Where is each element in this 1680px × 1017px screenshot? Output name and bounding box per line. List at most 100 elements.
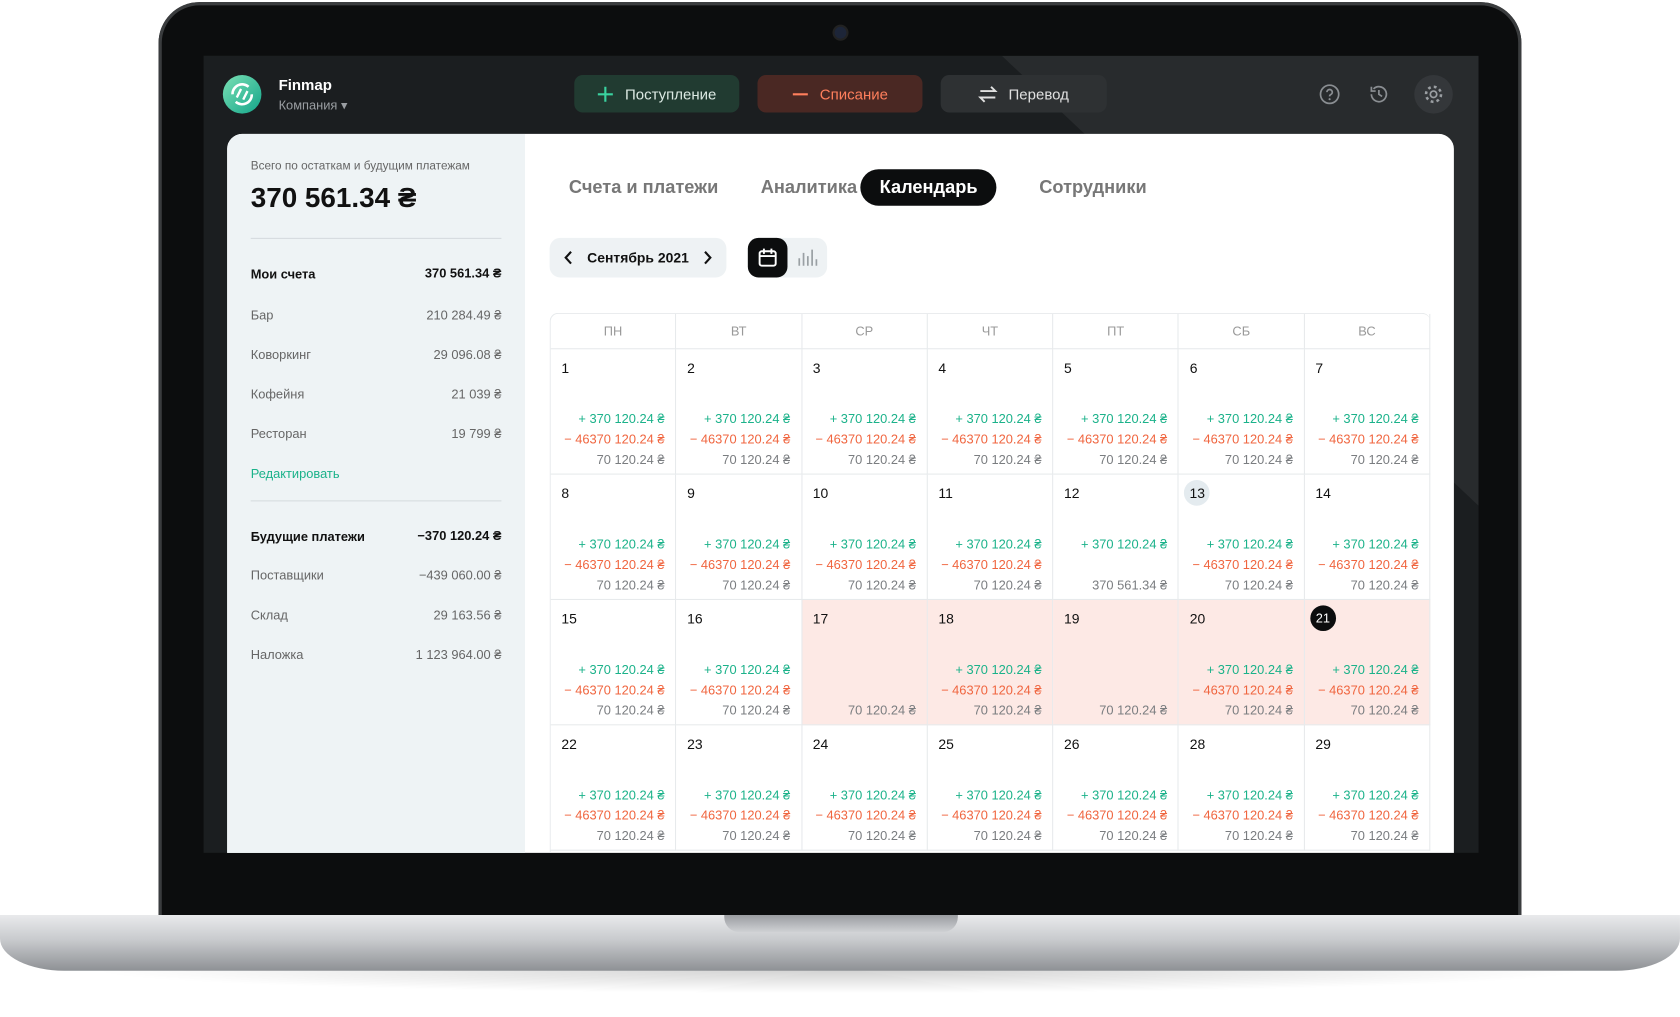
- day-cell[interactable]: 26 + 370 120.24 ₴ − 46370 120.24 ₴ 70 120.2…: [1053, 725, 1179, 851]
- day-cell[interactable]: 14 + 370 120.24 ₴ − 46370 120.24 ₴ 70 120.2…: [1304, 474, 1431, 600]
- day-cell[interactable]: 18 + 370 120.24 ₴ − 46370 120.24 ₴ 70 120.2…: [927, 599, 1054, 726]
- day-cell[interactable]: 13 + 370 120.24 ₴ − 46370 120.24 ₴ 70 120.2…: [1178, 474, 1305, 600]
- account-amount: 19 799 ₴: [451, 426, 502, 442]
- expense: − 46370 120.24 ₴: [1318, 431, 1419, 447]
- day-number: 5: [1064, 359, 1072, 377]
- company[interactable]: Компания ▾: [278, 97, 348, 113]
- day-cell[interactable]: 24 + 370 120.24 ₴ − 46370 120.24 ₴ 70 120.2…: [802, 725, 928, 851]
- day-cell[interactable]: 15 + 370 120.24 ₴ − 46370 120.24 ₴ 70 120.2…: [550, 599, 677, 726]
- day-cell[interactable]: 16 + 370 120.24 ₴ − 46370 120.24 ₴ 70 120.2…: [676, 599, 803, 726]
- account-amount: 210 284.49 ₴: [426, 307, 502, 323]
- day-cell[interactable]: 8 + 370 120.24 ₴ − 46370 120.24 ₴ 70 120.24…: [550, 474, 677, 600]
- day-cell[interactable]: 12 + 370 120.24 ₴ 370 561.34 ₴: [1053, 474, 1179, 600]
- day-cell[interactable]: 10 + 370 120.24 ₴ − 46370 120.24 ₴ 70 120.2…: [802, 474, 928, 600]
- income: + 370 120.24 ₴: [1081, 787, 1168, 803]
- history-icon[interactable]: [1368, 84, 1389, 105]
- day-cell[interactable]: 22 + 370 120.24 ₴ − 46370 120.24 ₴ 70 120.2…: [550, 725, 677, 851]
- company-name: Компания: [278, 97, 338, 113]
- weekday: СР: [802, 313, 928, 350]
- account-name: Наложка: [250, 647, 304, 663]
- account-amount: −439 060.00 ₴: [418, 567, 502, 583]
- income: + 370 120.24 ₴: [704, 662, 791, 678]
- income: + 370 120.24 ₴: [704, 536, 791, 552]
- transfer-icon: [978, 85, 998, 102]
- button-label: Списание: [819, 85, 888, 103]
- day-cell[interactable]: 23 + 370 120.24 ₴ − 46370 120.24 ₴ 70 120.2…: [676, 725, 803, 851]
- balance: 70 120.24 ₴: [973, 452, 1042, 468]
- expense: − 46370 120.24 ₴: [1192, 682, 1293, 698]
- day-number: 18: [938, 610, 954, 627]
- balance: 70 120.24 ₴: [973, 577, 1042, 593]
- income: + 370 120.24 ₴: [955, 662, 1042, 678]
- balance: 70 120.24 ₴: [722, 452, 791, 468]
- day-cell[interactable]: 1 + 370 120.24 ₴ − 46370 120.24 ₴ 70 120.24…: [550, 349, 677, 475]
- transfer-button[interactable]: Перевод: [940, 74, 1107, 113]
- day-cell[interactable]: 4 + 370 120.24 ₴ − 46370 120.24 ₴ 70 120.24…: [927, 349, 1054, 475]
- edit-link[interactable]: Редактировать: [250, 466, 340, 482]
- balance: 70 120.24 ₴: [847, 828, 916, 844]
- day-cell[interactable]: 17 70 120.24 ₴: [802, 599, 928, 726]
- balance: 70 120.24 ₴: [722, 702, 791, 718]
- income: + 370 120.24 ₴: [1206, 787, 1293, 803]
- tab[interactable]: Аналитика: [760, 176, 858, 198]
- day-cell[interactable]: 21 + 370 120.24 ₴ − 46370 120.24 ₴ 70 120.2…: [1304, 599, 1431, 726]
- button-label: Поступление: [624, 85, 717, 103]
- day-number: 29: [1315, 736, 1331, 753]
- day-cell[interactable]: 11 + 370 120.24 ₴ − 46370 120.24 ₴ 70 120.2…: [927, 474, 1054, 600]
- calendar-view[interactable]: [747, 237, 788, 278]
- help-icon[interactable]: [1319, 84, 1340, 105]
- balance: 70 120.24 ₴: [596, 702, 665, 718]
- day-cell[interactable]: 7 + 370 120.24 ₴ − 46370 120.24 ₴ 70 120.24…: [1304, 349, 1431, 475]
- chart-view[interactable]: [797, 249, 818, 267]
- income: + 370 120.24 ₴: [1081, 411, 1168, 427]
- tab[interactable]: Сотрудники: [1039, 176, 1147, 198]
- view-toggle: [747, 237, 828, 278]
- weekday: СБ: [1178, 313, 1305, 350]
- day-cell[interactable]: 6 + 370 120.24 ₴ − 46370 120.24 ₴ 70 120.24…: [1178, 349, 1305, 475]
- day-cell[interactable]: 20 + 370 120.24 ₴ − 46370 120.24 ₴ 70 120.2…: [1178, 599, 1305, 726]
- expense: − 46370 120.24 ₴: [689, 682, 791, 698]
- day-cell[interactable]: 28 + 370 120.24 ₴ − 46370 120.24 ₴ 70 120.2…: [1178, 725, 1305, 851]
- day-number: 8: [561, 485, 570, 502]
- expense: − 46370 120.24 ₴: [941, 807, 1042, 823]
- day-cell[interactable]: 3 + 370 120.24 ₴ − 46370 120.24 ₴ 70 120.24…: [802, 349, 928, 475]
- income: + 370 120.24 ₴: [578, 787, 665, 803]
- income: + 370 120.24 ₴: [578, 662, 665, 678]
- day-cell[interactable]: 9 + 370 120.24 ₴ − 46370 120.24 ₴ 70 120.24…: [676, 474, 803, 600]
- balance: 70 120.24 ₴: [973, 828, 1042, 844]
- day-cell[interactable]: 2 + 370 120.24 ₴ − 46370 120.24 ₴ 70 120.24…: [676, 349, 803, 475]
- day-cell[interactable]: 5 + 370 120.24 ₴ − 46370 120.24 ₴ 70 120.24…: [1053, 349, 1179, 475]
- day-cell[interactable]: 29 + 370 120.24 ₴ − 46370 120.24 ₴ 70 120.2…: [1304, 725, 1431, 851]
- expense: − 46370 120.24 ₴: [815, 557, 916, 573]
- balance: 70 120.24 ₴: [596, 452, 665, 468]
- day-number: 4: [938, 359, 947, 377]
- settings-button[interactable]: [1414, 74, 1453, 114]
- day-number: 16: [687, 610, 703, 627]
- expense: − 46370 120.24 ₴: [1066, 431, 1168, 447]
- prev-month[interactable]: [562, 251, 575, 265]
- expense: − 46370 120.24 ₴: [941, 431, 1042, 447]
- expense: − 46370 120.24 ₴: [689, 431, 791, 447]
- day-number: 12: [1064, 485, 1080, 502]
- day-number: 20: [1189, 610, 1206, 627]
- income-button[interactable]: Поступление: [574, 74, 740, 113]
- calendar-icon: [758, 248, 777, 267]
- expense-button[interactable]: Списание: [757, 74, 923, 113]
- future-total: −370 120.24 ₴: [417, 528, 502, 544]
- day-cell[interactable]: 19 70 120.24 ₴: [1053, 599, 1179, 726]
- tab[interactable]: Календарь: [860, 169, 997, 206]
- laptop-notch: [724, 914, 958, 933]
- next-month[interactable]: [701, 251, 714, 265]
- income: + 370 120.24 ₴: [704, 411, 791, 427]
- tab[interactable]: Счета и платежи: [568, 176, 719, 198]
- day-cell[interactable]: 25 + 370 120.24 ₴ − 46370 120.24 ₴ 70 120.2…: [927, 725, 1054, 851]
- balance: 70 120.24 ₴: [1224, 702, 1293, 718]
- balance: 70 120.24 ₴: [1099, 828, 1168, 844]
- divider: [250, 500, 502, 502]
- income: + 370 120.24 ₴: [829, 536, 916, 552]
- minus-icon: [793, 92, 809, 95]
- balance: 370 561.34 ₴: [1092, 577, 1168, 593]
- income: + 370 120.24 ₴: [955, 411, 1042, 427]
- weekday: ПТ: [1053, 313, 1179, 350]
- weekday: ВТ: [676, 313, 803, 350]
